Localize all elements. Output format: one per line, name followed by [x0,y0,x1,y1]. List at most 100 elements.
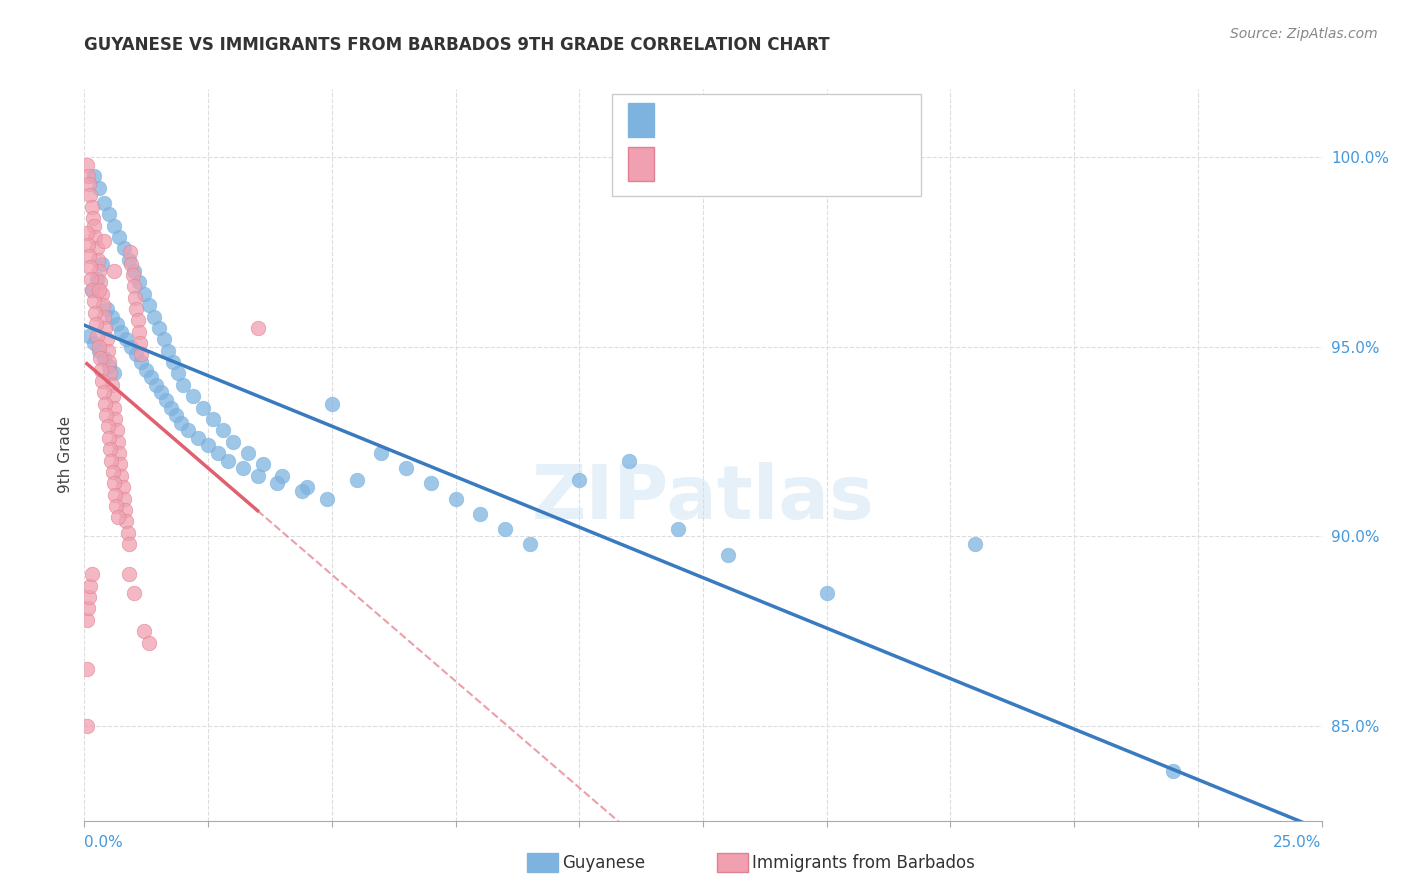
Point [80,567,103,582]
Point [132,286,155,301]
Point [76,662,98,676]
Text: Source: ZipAtlas.com: Source: ZipAtlas.com [1230,27,1378,41]
Point [97,343,120,358]
Point [129,355,152,369]
Point [202,412,225,426]
Point [124,291,146,305]
Point [155,392,177,407]
Point [93,195,115,210]
Point [76,226,98,240]
Point [187,431,209,445]
Point [246,468,269,483]
Point [91,298,114,312]
Point [107,510,129,524]
Point [80,271,103,285]
Point [165,408,187,422]
Point [162,355,184,369]
Point [79,579,101,593]
Point [97,431,120,445]
Point [252,458,274,472]
Point [419,476,441,491]
Point [395,461,418,475]
Point [89,276,111,290]
Point [90,286,112,301]
Point [82,283,104,297]
Point [86,271,108,285]
Text: Immigrants from Barbados: Immigrants from Barbados [752,854,976,871]
Point [138,635,160,649]
Point [141,370,163,384]
Point [83,169,105,184]
Point [125,301,148,316]
Point [111,480,134,494]
Point [89,264,111,278]
Point [108,230,131,244]
Y-axis label: 9th Grade: 9th Grade [58,417,73,493]
Text: 0.0%: 0.0% [84,836,124,850]
Point [97,419,120,434]
Point [120,340,142,354]
Point [617,453,640,467]
Point [110,325,132,339]
Point [93,385,115,400]
Point [127,313,149,327]
Point [90,256,112,270]
Text: R =: R = [668,155,704,173]
Text: 0.105: 0.105 [707,155,759,173]
Point [79,188,101,202]
Point [86,328,108,343]
Point [105,317,128,331]
Point [79,177,101,191]
Point [96,301,118,316]
Point [76,158,98,172]
Point [121,268,143,282]
Point [101,389,124,403]
Point [128,276,150,290]
Point [76,237,98,252]
Point [101,465,124,479]
Point [181,389,204,403]
Point [172,377,194,392]
Point [87,340,110,354]
Point [103,476,125,491]
Point [93,397,115,411]
Point [965,537,987,551]
Point [103,401,125,415]
Point [167,367,190,381]
Point [108,458,131,472]
Point [103,264,125,278]
Point [118,245,141,260]
Point [217,453,239,467]
Point [80,200,103,214]
Point [150,385,173,400]
Text: 86: 86 [813,155,835,173]
Point [122,586,145,600]
Point [118,252,141,267]
Point [197,438,219,452]
Point [138,298,160,312]
Point [100,453,122,467]
Point [94,408,117,422]
Point [148,321,170,335]
Text: N =: N = [773,155,810,173]
Point [236,446,259,460]
Point [103,367,125,381]
Point [118,537,141,551]
Point [120,256,142,270]
Point [83,219,105,233]
Point [266,476,288,491]
Point [90,362,112,376]
Text: R =: R = [668,111,704,128]
Point [1161,764,1184,779]
Point [128,336,150,351]
Point [128,325,150,339]
Point [89,351,111,366]
Point [207,446,229,460]
Point [107,434,129,449]
Point [98,355,121,369]
Point [212,423,235,437]
Point [76,719,98,733]
Point [132,624,155,639]
Point [815,586,838,600]
Point [115,514,138,528]
